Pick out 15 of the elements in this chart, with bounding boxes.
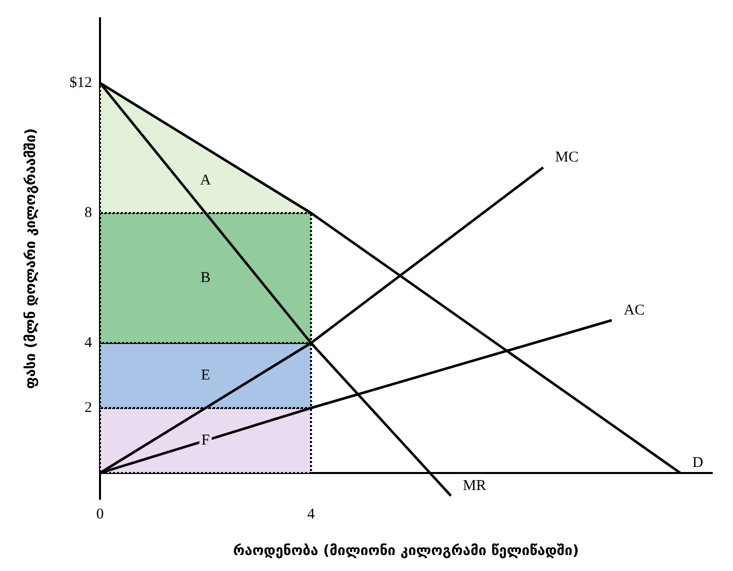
x-tick-label: 0 [96,506,104,522]
series-label: F [201,432,210,448]
y-tick-label: 2 [84,400,92,416]
y-axis-title: ფასი (მლნ დოლარი კილოგრაამში) [23,128,39,389]
series-label: D [692,455,704,471]
series-label: AC [624,302,645,318]
series-label: A [200,172,212,188]
series-label: MC [555,150,579,166]
series-label: E [200,368,210,384]
y-tick-label: 4 [84,335,92,351]
x-axis-title: რაოდენობა (მილიონი კილოგრამი წელიწადში) [233,543,579,559]
y-tick-label: $12 [70,75,92,91]
series-label: MR [462,478,486,494]
y-tick-label: 8 [84,205,92,221]
series-label: B [200,270,211,286]
